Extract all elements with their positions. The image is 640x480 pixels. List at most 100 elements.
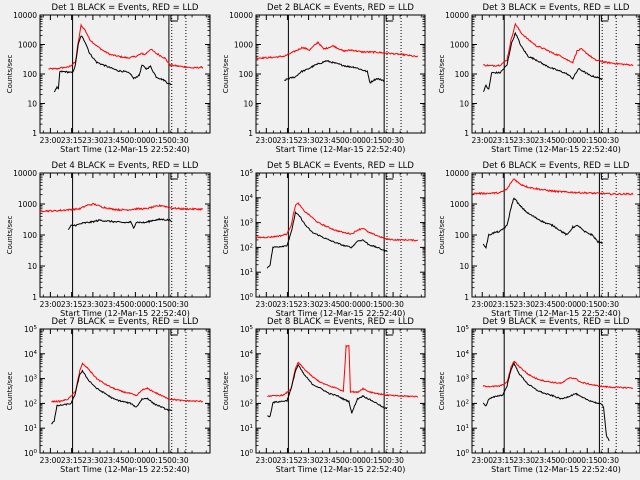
series-events-line [482,197,603,250]
marker-bracket [385,16,394,22]
x-tick-label: 00:00 [125,456,147,465]
x-axis-label: Start Time (12-Mar-15 22:52:40) [491,309,621,318]
detector-panel-2: Det 2 BLACK = Events, RED = LLD 1 10 100 100… [222,3,426,154]
x-tick-label: 00:15 [576,136,598,145]
plot-frame [39,172,211,298]
x-tick-label: 23:15 [61,136,83,145]
panel-title: Det 9 BLACK = Events, RED = LLD [483,317,630,327]
x-axis-label: Start Time (12-Mar-15 22:52:40) [491,465,621,474]
y-tick-label: 100 [240,449,254,458]
x-tick-label: 23:00 [40,300,62,309]
y-tick-label: 10000 [229,11,253,20]
series-lld-line [471,178,634,196]
detector-panel-3: Det 3 BLACK = Events, RED = LLD 1 10 100 100… [438,3,640,154]
x-tick-label: 23:00 [471,136,493,145]
marker-bracket [170,174,178,180]
x-tick-label: 23:30 [513,136,535,145]
y-tick-label: 103 [240,375,254,384]
y-tick-label: 1000 [450,200,469,209]
y-tick-label: 104 [456,350,470,359]
x-tick-label: 23:30 [513,456,535,465]
y-tick-label: 1000 [18,200,37,209]
x-tick-label: 23:30 [298,456,320,465]
y-tick-label: 1000 [234,41,253,50]
x-tick-label: 00:00 [555,456,577,465]
y-tick-label: 100 [23,231,38,240]
y-tick-label: 100 [456,449,470,458]
panel-title: Det 3 BLACK = Events, RED = LLD [483,3,630,13]
y-tick-label: 1000 [18,41,37,50]
y-tick-label: 1 [248,129,253,138]
x-tick-label: 00:15 [361,456,383,465]
y-axis-label: Counts/sec [222,216,230,255]
x-tick-label: 23:45 [319,136,341,145]
x-axis-label: Start Time (12-Mar-15 22:52:40) [491,145,621,154]
x-tick-label: 00:15 [576,300,598,309]
y-tick-label: 100 [455,231,470,240]
y-axis-label: Counts/sec [6,372,14,411]
y-tick-label: 104 [24,350,38,359]
detector-panel-6: Det 6 BLACK = Events, RED = LLD 1 10 100 100… [438,161,640,318]
x-tick-label: 00:15 [576,456,598,465]
x-tick-label: 23:45 [103,136,125,145]
panel-title: Det 1 BLACK = Events, RED = LLD [52,3,199,13]
marker-bracket [170,330,178,336]
series-lld-line [255,202,419,242]
y-tick-label: 100 [240,293,254,302]
x-tick-label: 00:00 [125,136,147,145]
y-tick-label: 1 [32,129,37,138]
y-tick-label: 105 [240,169,254,178]
detector-panel-4: Det 4 BLACK = Events, RED = LLD 1 10 100 100… [6,161,211,318]
y-tick-label: 105 [240,325,254,334]
plot-frame [39,328,211,454]
y-axis-label: Counts/sec [6,216,14,255]
series-events-line [482,31,603,92]
series-lld-line [482,360,634,389]
detector-panel-7: Det 7 BLACK = Events, RED = LLD 100 101 102… [6,317,211,474]
plot-frame [255,328,426,454]
y-tick-label: 100 [23,70,38,79]
series-events-line [482,361,610,442]
x-tick-label: 00:30 [597,456,619,465]
y-tick-label: 10 [243,100,253,109]
x-tick-label: 23:00 [256,300,278,309]
x-tick-label: 00:00 [555,300,577,309]
x-tick-label: 23:15 [61,300,83,309]
y-axis-label: Counts/sec [222,55,230,94]
series-lld-line [267,344,419,398]
plot-frame [471,14,640,134]
y-tick-label: 105 [24,325,38,334]
y-tick-label: 100 [239,70,254,79]
y-axis-label: Counts/sec [6,55,14,94]
x-tick-label: 23:00 [40,456,62,465]
x-tick-label: 00:15 [146,136,168,145]
y-tick-label: 101 [240,424,253,433]
y-tick-label: 102 [24,399,37,408]
x-tick-label: 00:15 [361,136,383,145]
panel-title: Det 7 BLACK = Events, RED = LLD [52,317,199,327]
x-tick-label: 00:00 [125,300,147,309]
y-tick-label: 10000 [13,11,37,20]
marker-bracket [385,330,394,336]
x-tick-label: 23:45 [319,300,341,309]
y-tick-label: 10 [459,100,469,109]
detector-panel-9: Det 9 BLACK = Events, RED = LLD 100 101 102… [438,317,640,474]
y-tick-label: 102 [240,243,253,252]
y-axis-label: Counts/sec [438,372,446,411]
x-tick-label: 00:30 [382,300,404,309]
detector-panel-5: Det 5 BLACK = Events, RED = LLD 100 101 102… [222,161,426,318]
x-tick-label: 23:15 [492,136,514,145]
y-tick-label: 103 [24,375,38,384]
x-tick-label: 23:00 [471,456,493,465]
x-tick-label: 00:15 [361,300,383,309]
x-tick-label: 00:30 [382,136,404,145]
x-tick-label: 00:30 [597,300,619,309]
y-tick-label: 10000 [445,169,469,178]
x-tick-label: 23:15 [61,456,83,465]
y-tick-label: 103 [240,219,254,228]
detector-panel-1: Det 1 BLACK = Events, RED = LLD 1 10 100 100… [6,3,211,154]
panel-title: Det 8 BLACK = Events, RED = LLD [267,317,414,327]
y-tick-label: 101 [240,268,253,277]
y-tick-label: 101 [24,424,37,433]
x-tick-label: 00:15 [146,456,168,465]
